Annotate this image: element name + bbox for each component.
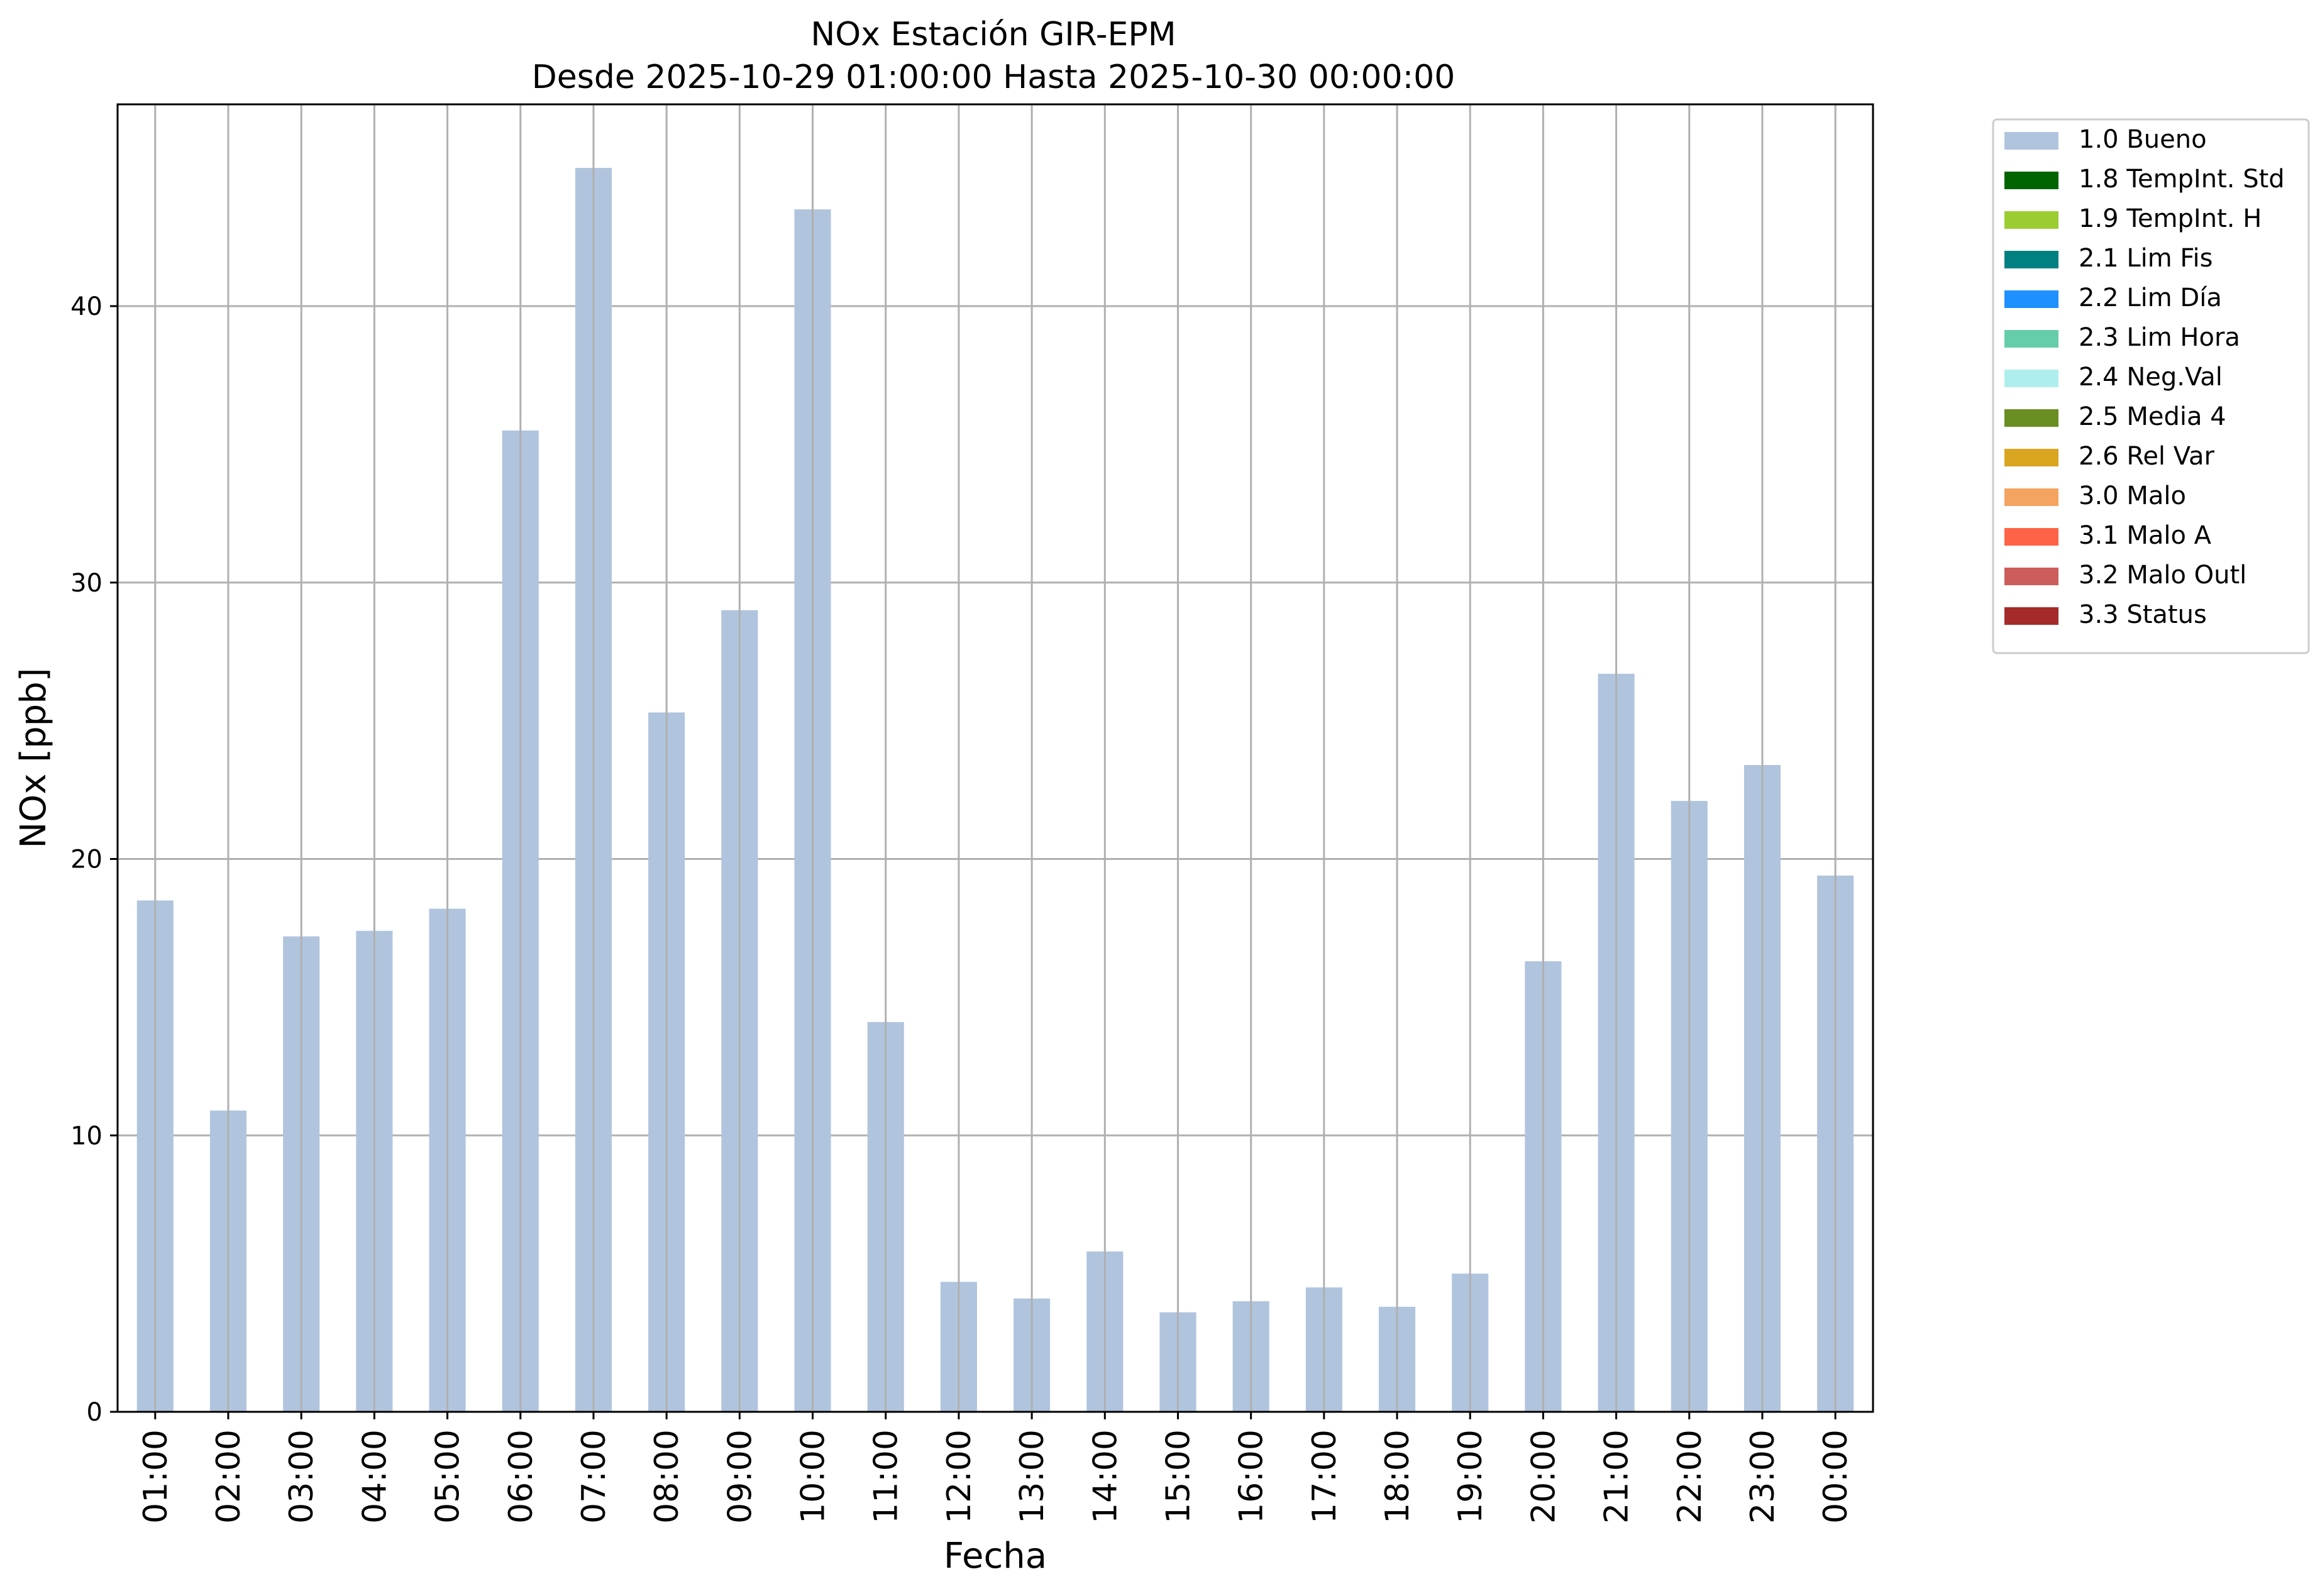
y-axis: 0 10 20 30 40 xyxy=(70,292,118,1427)
legend-label: 2.5 Media 4 xyxy=(2079,402,2226,431)
x-tick-label: 13:00 xyxy=(1014,1429,1051,1524)
x-tick-label: 11:00 xyxy=(868,1429,905,1524)
legend-label: 3.3 Status xyxy=(2079,600,2207,629)
x-axis: 01:00 02:00 03:00 04:00 05:00 06:00 07:00 08:00… xyxy=(137,1412,1855,1524)
x-tick-label: 16:00 xyxy=(1233,1429,1271,1524)
x-tick-label: 19:00 xyxy=(1452,1429,1489,1524)
legend-swatch xyxy=(2004,528,2058,546)
y-tick-label: 20 xyxy=(70,845,102,874)
x-tick-label: 20:00 xyxy=(1525,1429,1562,1524)
legend-swatch xyxy=(2004,370,2058,387)
x-tick-label: 05:00 xyxy=(429,1429,467,1524)
x-tick-label: 21:00 xyxy=(1598,1429,1636,1524)
chart-subtitle: Desde 2025-10-29 01:00:00 Hasta 2025-10-… xyxy=(532,58,1456,96)
legend-frame xyxy=(1992,118,2310,654)
x-tick-label: 00:00 xyxy=(1817,1429,1855,1524)
legend: 1.0 Bueno 1.8 TempInt. Std 1.9 TempInt. H 2… xyxy=(1992,118,2310,654)
x-tick-label: 18:00 xyxy=(1379,1429,1417,1524)
x-tick-label: 17:00 xyxy=(1306,1429,1344,1524)
legend-swatch xyxy=(2004,172,2058,189)
vertical-grid-layer xyxy=(154,104,1837,1412)
legend-swatch xyxy=(2004,409,2058,427)
y-tick-label: 10 xyxy=(70,1121,102,1150)
x-tick-label: 23:00 xyxy=(1744,1429,1782,1524)
y-tick-label: 30 xyxy=(70,569,102,598)
legend-label: 2.1 Lim Fis xyxy=(2079,244,2213,273)
legend-label: 2.4 Neg.Val xyxy=(2079,363,2223,392)
x-tick-label: 01:00 xyxy=(137,1429,175,1524)
plot-frame xyxy=(116,103,1874,1413)
legend-label: 3.1 Malo A xyxy=(2079,521,2212,550)
x-tick-label: 08:00 xyxy=(648,1429,686,1524)
x-tick-label: 10:00 xyxy=(795,1429,832,1524)
legend-label: 3.0 Malo xyxy=(2079,482,2186,510)
x-tick-label: 12:00 xyxy=(941,1429,978,1524)
y-tick-label: 40 xyxy=(70,292,102,321)
legend-swatch xyxy=(2004,132,2058,150)
x-tick-label: 14:00 xyxy=(1086,1429,1124,1524)
legend-swatch xyxy=(2004,568,2058,585)
legend-label: 2.3 Lim Hora xyxy=(2079,323,2240,352)
grid-layer xyxy=(118,305,1873,1136)
legend-swatch xyxy=(2004,290,2058,308)
x-tick-label: 09:00 xyxy=(721,1429,759,1524)
legend-label: 1.9 TempInt. H xyxy=(2079,204,2262,233)
y-tick-label: 0 xyxy=(87,1398,102,1427)
legend-label: 1.8 TempInt. Std xyxy=(2079,165,2285,194)
legend-swatch xyxy=(2004,449,2058,466)
legend-swatch xyxy=(2004,211,2058,229)
legend-swatch xyxy=(2004,607,2058,625)
legend-label: 1.0 Bueno xyxy=(2079,125,2207,154)
x-tick-label: 02:00 xyxy=(210,1429,248,1524)
legend-label: 3.2 Malo Outl xyxy=(2079,561,2246,590)
x-tick-label: 04:00 xyxy=(356,1429,394,1524)
legend-swatch xyxy=(2004,251,2058,268)
x-tick-label: 22:00 xyxy=(1671,1429,1709,1524)
x-axis-label: Fecha xyxy=(944,1536,1047,1577)
legend-swatch xyxy=(2004,330,2058,348)
x-tick-label: 15:00 xyxy=(1159,1429,1197,1524)
y-axis-label: NOx [ppb] xyxy=(13,668,54,848)
legend-label: 2.2 Lim Día xyxy=(2079,283,2222,312)
chart-title: NOx Estación GIR-EPM xyxy=(810,16,1176,53)
x-tick-label: 03:00 xyxy=(283,1429,321,1524)
legend-swatch xyxy=(2004,488,2058,506)
x-tick-label: 06:00 xyxy=(502,1429,540,1524)
x-tick-label: 07:00 xyxy=(575,1429,613,1524)
legend-label: 2.6 Rel Var xyxy=(2079,442,2215,471)
